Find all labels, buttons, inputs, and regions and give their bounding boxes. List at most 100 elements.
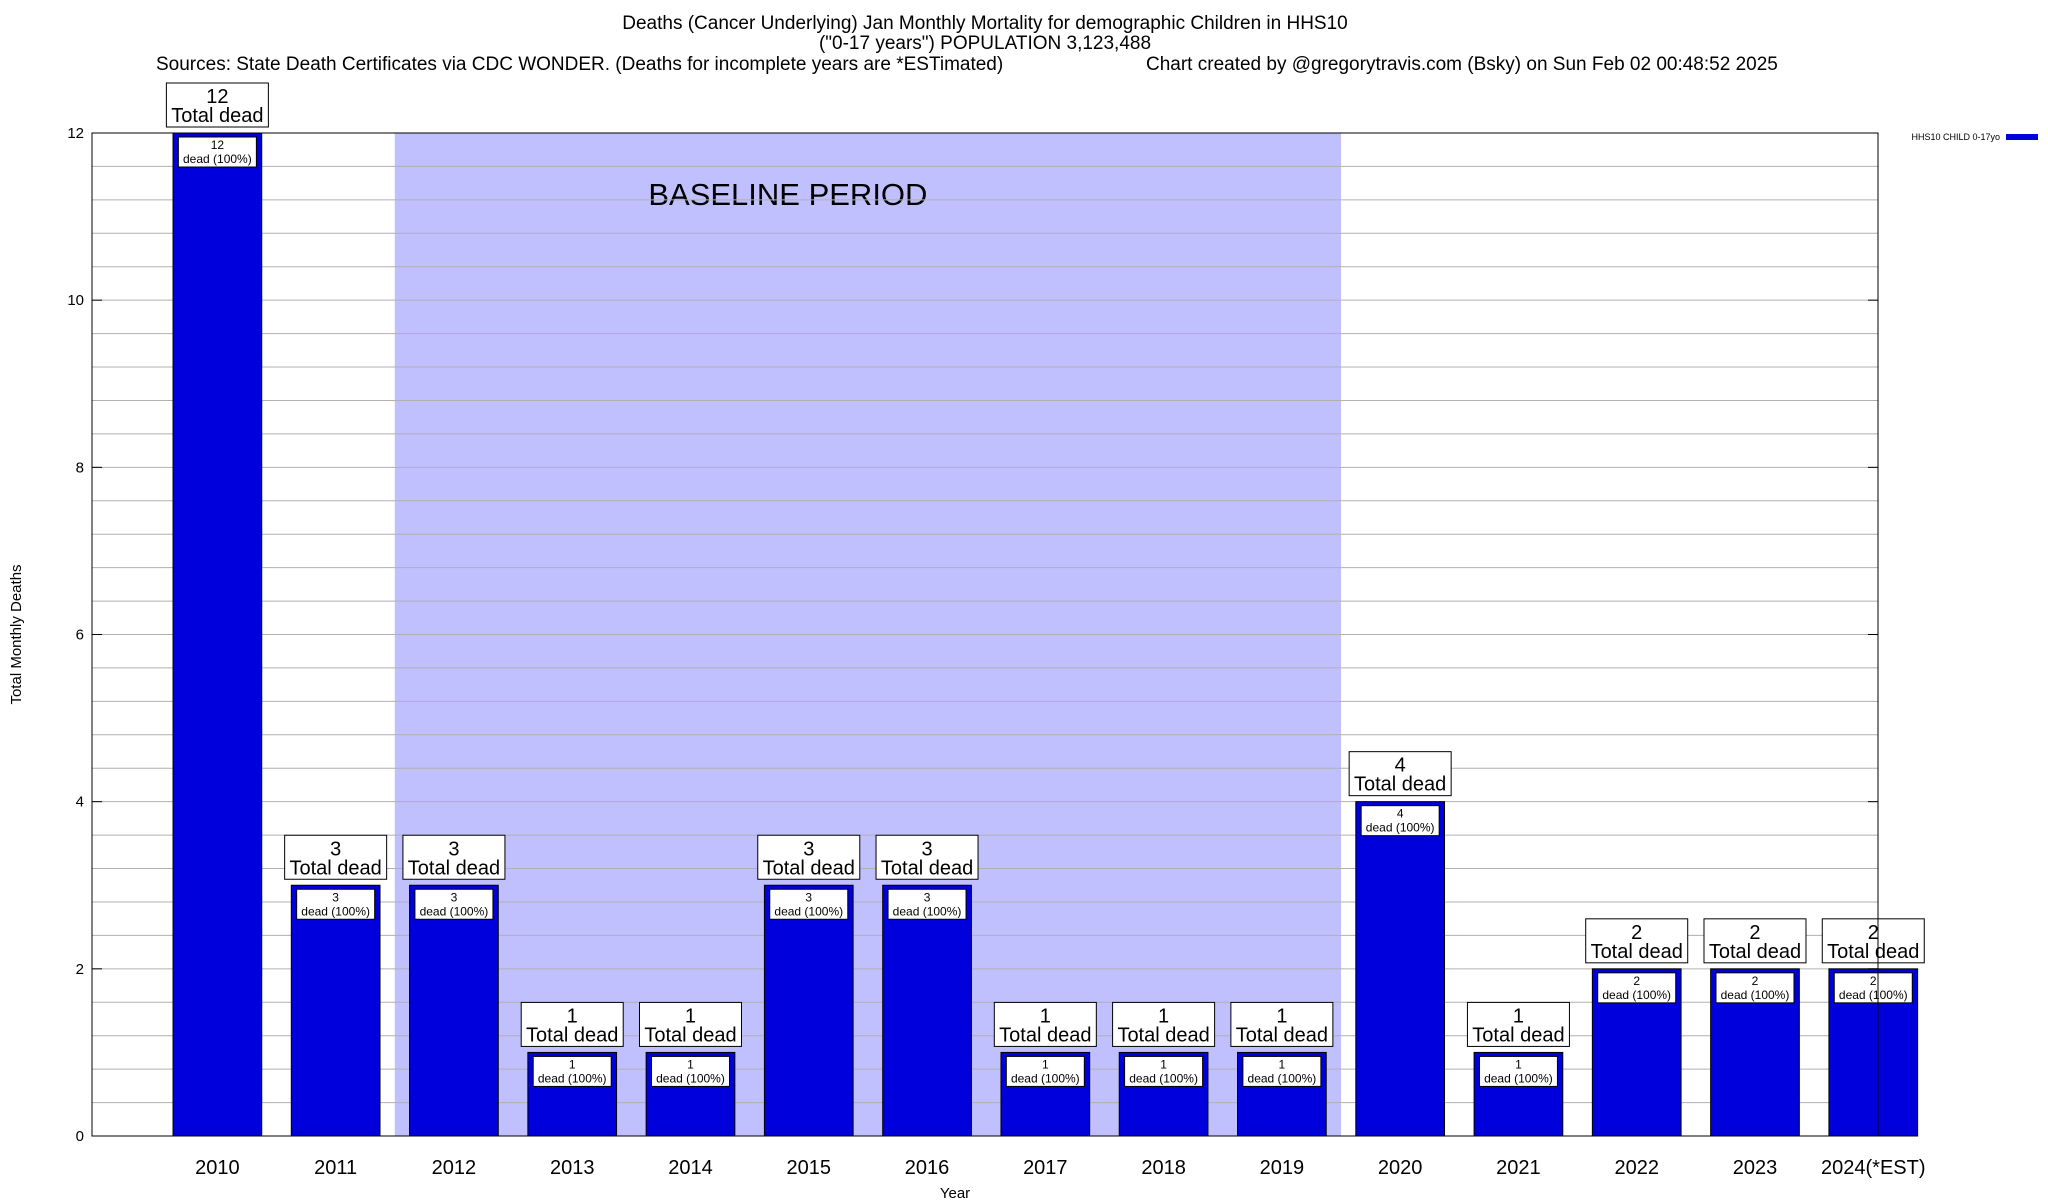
- total-dead-box: [875, 834, 979, 880]
- x-axis-label: Year: [940, 1185, 970, 1200]
- total-dead-label: Total dead: [408, 857, 500, 879]
- bar-label-box: [1833, 972, 1913, 1004]
- bar-label-text: dead (100%): [1011, 1071, 1080, 1085]
- x-axis-ticks: 2010 2011 2012 2013 2014 2015 2016 2017 2018 2019…: [195, 1157, 1925, 1179]
- total-dead-value: 2: [1631, 922, 1642, 944]
- baseline-period-label: BASELINE PERIOD: [648, 177, 927, 212]
- total-dead-value: 3: [803, 838, 814, 860]
- total-dead-box: [402, 834, 506, 880]
- grid-lines: [92, 132, 1878, 1137]
- bar-label-value: 1: [1515, 1057, 1522, 1071]
- total-dead-box: [1466, 1001, 1570, 1047]
- x-tick-label: 2013: [550, 1157, 595, 1179]
- bar-label-box: [1242, 1055, 1322, 1087]
- bar-label-box: [1360, 805, 1440, 837]
- total-dead-value: 1: [1513, 1005, 1524, 1027]
- x-tick-label: 2020: [1378, 1157, 1423, 1179]
- bar-label-box: [532, 1055, 612, 1087]
- total-dead-value: 1: [567, 1005, 578, 1027]
- bar-label-value: 2: [1633, 974, 1640, 988]
- bar-label-value: 2: [1870, 974, 1877, 988]
- total-dead-box: [993, 1001, 1097, 1047]
- bar-label-box: [1715, 972, 1795, 1004]
- bar-label-box: [887, 888, 967, 920]
- bar-label-value: 3: [451, 890, 458, 904]
- x-tick-label: 2010: [195, 1157, 240, 1179]
- bar-label-value: 12: [211, 138, 225, 152]
- bar-label-value: 1: [687, 1057, 694, 1071]
- bar-label-box: [650, 1055, 730, 1087]
- bar-label-value: 1: [1279, 1057, 1286, 1071]
- total-dead-value: 2: [1868, 922, 1879, 944]
- sources-note: Sources: State Death Certificates via CD…: [156, 54, 1004, 75]
- bar-label-text: dead (100%): [1484, 1071, 1553, 1085]
- x-tick-label: 2015: [787, 1157, 832, 1179]
- x-tick-label: 2022: [1614, 1157, 1659, 1179]
- bar-label-value: 1: [1160, 1057, 1167, 1071]
- total-dead-box: [284, 834, 388, 880]
- bar: [882, 884, 972, 1137]
- bar-label-text: dead (100%): [1248, 1071, 1317, 1085]
- total-dead-box: [520, 1001, 624, 1047]
- total-dead-box: [1585, 918, 1689, 964]
- total-dead-box: [1230, 1001, 1334, 1047]
- total-dead-label: Total dead: [526, 1024, 618, 1046]
- bar-label-value: 3: [805, 890, 812, 904]
- total-dead-value: 1: [1040, 1005, 1051, 1027]
- bar-label-box: [1005, 1055, 1085, 1087]
- total-dead-label: Total dead: [1236, 1024, 1328, 1046]
- bar-label-box: [1597, 972, 1677, 1004]
- x-tick-label: 2018: [1141, 1157, 1186, 1179]
- y-tick-label: 10: [67, 292, 84, 309]
- total-dead-label: Total dead: [644, 1024, 736, 1046]
- chart-title: Deaths (Cancer Underlying) Jan Monthly M…: [622, 13, 1348, 34]
- bar-label-text: dead (100%): [656, 1071, 725, 1085]
- bar-label-box: [414, 888, 494, 920]
- y-tick-label: 4: [76, 794, 84, 811]
- bar-label-text: dead (100%): [893, 904, 962, 918]
- bar: [763, 884, 854, 1137]
- x-tick-label: 2014: [668, 1157, 713, 1179]
- total-dead-label: Total dead: [290, 857, 382, 879]
- bar-label-text: dead (100%): [183, 152, 252, 166]
- total-dead-box: [1703, 918, 1807, 964]
- total-dead-label: Total dead: [1117, 1024, 1209, 1046]
- bar-label-value: 2: [1752, 974, 1759, 988]
- total-dead-label: Total dead: [763, 857, 855, 879]
- bar: [290, 884, 381, 1137]
- total-dead-label: Total dead: [999, 1024, 1091, 1046]
- x-tick-label: 2019: [1260, 1157, 1305, 1179]
- bar-label-text: dead (100%): [1602, 988, 1671, 1002]
- total-dead-value: 4: [1395, 755, 1406, 777]
- total-dead-label: Total dead: [881, 857, 973, 879]
- total-dead-box: [638, 1001, 742, 1047]
- bar-label-box: [177, 136, 257, 168]
- y-tick-label: 6: [76, 627, 84, 644]
- bar: [409, 884, 499, 1137]
- bar-label-text: dead (100%): [538, 1071, 607, 1085]
- bar-label-value: 3: [332, 890, 339, 904]
- y-tick-label: 12: [67, 125, 84, 142]
- total-dead-box: [1348, 751, 1452, 797]
- total-dead-box: [757, 834, 861, 880]
- bar-label-box: [1478, 1055, 1558, 1087]
- total-dead-value: 3: [921, 838, 932, 860]
- total-dead-box: [1821, 918, 1925, 964]
- y-tick-label: 8: [76, 459, 84, 476]
- chart-subtitle: ("0-17 years") POPULATION 3,123,488: [818, 33, 1152, 54]
- total-dead-value: 3: [330, 838, 341, 860]
- bar-label-box: [769, 888, 849, 920]
- total-dead-value: 1: [1158, 1005, 1169, 1027]
- bar-label-text: dead (100%): [420, 904, 489, 918]
- total-dead-label: Total dead: [171, 105, 263, 127]
- bar: [1355, 801, 1446, 1137]
- bar-label-value: 1: [1042, 1057, 1049, 1071]
- bar-label-box: [296, 888, 376, 920]
- total-dead-label: Total dead: [1472, 1024, 1564, 1046]
- y-tick-label: 0: [76, 1128, 84, 1145]
- bar-label-text: dead (100%): [1721, 988, 1790, 1002]
- total-dead-label: Total dead: [1709, 941, 1801, 963]
- y-tick-label: 2: [76, 961, 84, 978]
